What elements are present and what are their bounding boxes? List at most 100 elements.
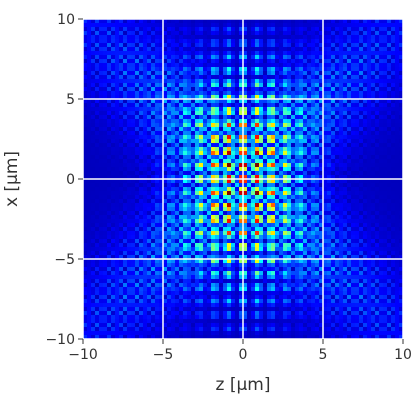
- heatmap-cell: [287, 51, 292, 56]
- heatmap-cell: [123, 231, 128, 236]
- heatmap-cell: [211, 123, 216, 128]
- heatmap-cell: [187, 179, 192, 184]
- heatmap-cell: [267, 239, 272, 244]
- heatmap-cell: [295, 107, 300, 112]
- heatmap-cell: [163, 171, 168, 176]
- heatmap-cell: [319, 131, 324, 136]
- heatmap-cell: [199, 35, 204, 40]
- heatmap-cell: [223, 215, 228, 220]
- heatmap-cell: [279, 251, 284, 256]
- heatmap-cell: [275, 323, 280, 328]
- heatmap-cell: [127, 247, 132, 252]
- heatmap-cell: [319, 263, 324, 268]
- heatmap-cell: [131, 91, 136, 96]
- heatmap-cell: [207, 283, 212, 288]
- heatmap-cell: [291, 287, 296, 292]
- heatmap-cell: [127, 103, 132, 108]
- heatmap-cell: [95, 51, 100, 56]
- heatmap-cell: [95, 243, 100, 248]
- heatmap-cell: [103, 179, 108, 184]
- heatmap-cell: [187, 167, 192, 172]
- heatmap-cell: [187, 187, 192, 192]
- heatmap-cell: [223, 331, 228, 336]
- heatmap-cell: [91, 251, 96, 256]
- heatmap-cell: [267, 311, 272, 316]
- heatmap-cell: [195, 71, 200, 76]
- heatmap-cell: [155, 123, 160, 128]
- heatmap-cell: [259, 327, 264, 332]
- heatmap-cell: [219, 263, 224, 268]
- heatmap-cell: [311, 139, 316, 144]
- heatmap-cell: [91, 59, 96, 64]
- heatmap-cell: [267, 27, 272, 32]
- heatmap-cell: [227, 83, 232, 88]
- heatmap-cell: [219, 75, 224, 80]
- heatmap-cell: [199, 275, 204, 280]
- heatmap-cell: [291, 259, 296, 264]
- heatmap-cell: [119, 271, 124, 276]
- heatmap-cell: [159, 39, 164, 44]
- heatmap-cell: [259, 251, 264, 256]
- heatmap-cell: [199, 55, 204, 60]
- heatmap-cell: [139, 23, 144, 28]
- heatmap-cell: [191, 219, 196, 224]
- heatmap-cell: [307, 307, 312, 312]
- heatmap-cell: [99, 311, 104, 316]
- heatmap-cell: [187, 143, 192, 148]
- heatmap-cell: [99, 203, 104, 208]
- heatmap-cell: [295, 147, 300, 152]
- heatmap-cell: [231, 23, 236, 28]
- heatmap-cell: [195, 171, 200, 176]
- heatmap-cell: [83, 119, 88, 124]
- heatmap-cell: [323, 303, 328, 308]
- heatmap-cell: [139, 251, 144, 256]
- heatmap-cell: [271, 39, 276, 44]
- heatmap-cell: [299, 279, 304, 284]
- heatmap-cell: [199, 143, 204, 148]
- heatmap-cell: [163, 203, 168, 208]
- heatmap-cell: [231, 311, 236, 316]
- heatmap-cell: [291, 175, 296, 180]
- heatmap-cell: [83, 103, 88, 108]
- heatmap-cell: [283, 23, 288, 28]
- heatmap-cell: [123, 175, 128, 180]
- heatmap-cell: [163, 55, 168, 60]
- heatmap-cell: [219, 319, 224, 324]
- heatmap-cell: [131, 135, 136, 140]
- heatmap-cell: [295, 111, 300, 116]
- heatmap-cell: [287, 219, 292, 224]
- heatmap-cell: [291, 99, 296, 104]
- heatmap-cell: [183, 295, 188, 300]
- heatmap-cell: [307, 147, 312, 152]
- heatmap-cell: [319, 279, 324, 284]
- heatmap-cell: [315, 59, 320, 64]
- heatmap-cell: [271, 275, 276, 280]
- heatmap-cell: [139, 159, 144, 164]
- heatmap-cell: [223, 71, 228, 76]
- heatmap-cell: [283, 99, 288, 104]
- heatmap-cell: [267, 87, 272, 92]
- heatmap-cell: [259, 103, 264, 108]
- heatmap-cell: [267, 95, 272, 100]
- heatmap-cell: [203, 327, 208, 332]
- heatmap-cell: [199, 203, 204, 208]
- heatmap-cell: [207, 299, 212, 304]
- heatmap-cell: [235, 191, 240, 196]
- heatmap-cell: [223, 155, 228, 160]
- heatmap-cell: [127, 167, 132, 172]
- heatmap-cell: [147, 27, 152, 32]
- heatmap-cell: [107, 207, 112, 212]
- heatmap-cell: [219, 299, 224, 304]
- heatmap-cell: [175, 103, 180, 108]
- heatmap-cell: [167, 259, 172, 264]
- heatmap-cell: [315, 71, 320, 76]
- heatmap-cell: [91, 39, 96, 44]
- heatmap-cell: [135, 27, 140, 32]
- heatmap-cell: [99, 243, 104, 248]
- heatmap-cell: [87, 147, 92, 152]
- heatmap-cell: [267, 63, 272, 68]
- heatmap-cell: [291, 255, 296, 260]
- heatmap-cell: [83, 271, 88, 276]
- heatmap-cell: [215, 283, 220, 288]
- heatmap-cell: [135, 35, 140, 40]
